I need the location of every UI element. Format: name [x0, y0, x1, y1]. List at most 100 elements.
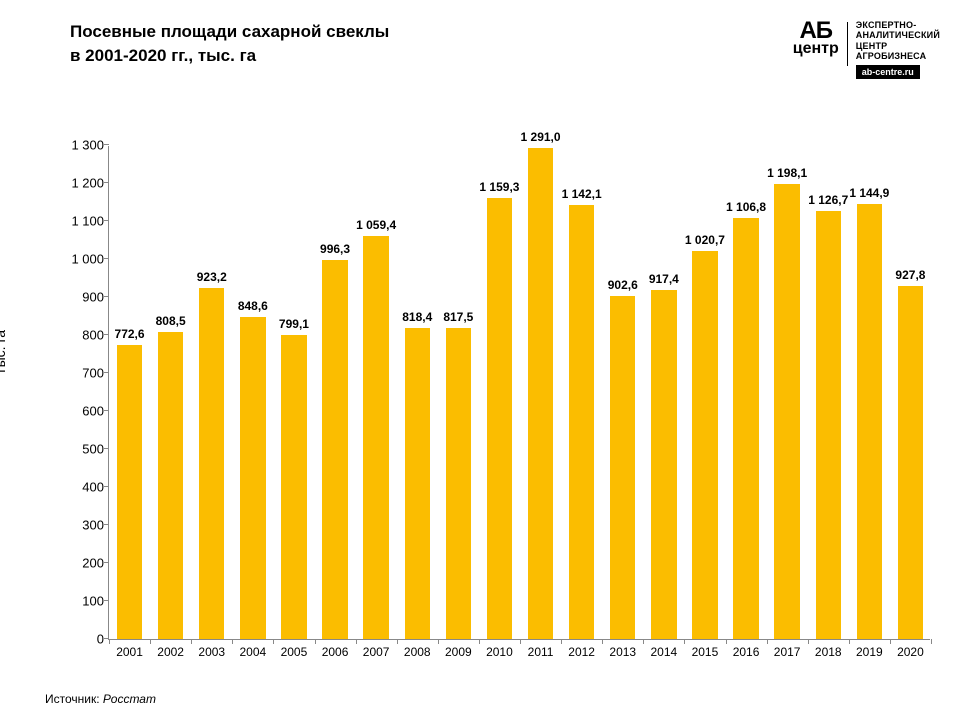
y-tick-label: 900 — [59, 290, 104, 305]
y-tick-mark — [104, 220, 109, 221]
y-tick-mark — [104, 448, 109, 449]
bar-value-label: 848,6 — [238, 299, 268, 313]
bar-value-label: 799,1 — [279, 317, 309, 331]
bar-value-label: 996,3 — [320, 242, 350, 256]
logo-ab-top: АБ — [793, 20, 839, 42]
x-tick-mark — [849, 639, 850, 644]
x-tick-label: 2016 — [733, 645, 760, 659]
bar-value-label: 927,8 — [895, 268, 925, 282]
x-tick-label: 2004 — [239, 645, 266, 659]
x-tick-mark — [397, 639, 398, 644]
x-tick-mark — [808, 639, 809, 644]
bar-value-label: 1 142,1 — [562, 187, 602, 201]
y-tick-mark — [104, 334, 109, 335]
logo-ab-bottom: центр — [793, 42, 839, 56]
x-tick-label: 2007 — [363, 645, 390, 659]
x-tick-mark — [438, 639, 439, 644]
x-tick-mark — [520, 639, 521, 644]
header: Посевные площади сахарной свеклы в 2001-… — [70, 20, 940, 80]
y-tick-label: 800 — [59, 328, 104, 343]
x-tick-label: 2006 — [322, 645, 349, 659]
bar — [651, 290, 676, 639]
x-tick-label: 2012 — [568, 645, 595, 659]
x-tick-mark — [602, 639, 603, 644]
bar — [898, 286, 923, 639]
bar-value-label: 772,6 — [115, 327, 145, 341]
y-tick-label: 1 000 — [59, 252, 104, 267]
bar-value-label: 817,5 — [443, 310, 473, 324]
logo-divider — [847, 22, 848, 66]
bar — [816, 211, 841, 639]
x-tick-label: 2020 — [897, 645, 924, 659]
bar-value-label: 818,4 — [402, 310, 432, 324]
bar — [774, 184, 799, 639]
y-tick-mark — [104, 410, 109, 411]
bar-value-label: 1 144,9 — [849, 186, 889, 200]
y-tick-label: 700 — [59, 366, 104, 381]
x-tick-mark — [767, 639, 768, 644]
bar — [528, 148, 553, 639]
x-tick-mark — [931, 639, 932, 644]
y-tick-mark — [104, 600, 109, 601]
bar-value-label: 808,5 — [156, 314, 186, 328]
title-line-1: Посевные площади сахарной свеклы — [70, 20, 389, 44]
x-tick-mark — [356, 639, 357, 644]
x-tick-mark — [684, 639, 685, 644]
bar — [322, 260, 347, 639]
x-tick-mark — [232, 639, 233, 644]
bar-value-label: 1 020,7 — [685, 233, 725, 247]
x-tick-label: 2017 — [774, 645, 801, 659]
x-tick-mark — [315, 639, 316, 644]
x-tick-label: 2002 — [157, 645, 184, 659]
y-axis-label: Тыс. га — [0, 330, 8, 375]
x-tick-label: 2008 — [404, 645, 431, 659]
x-tick-label: 2005 — [281, 645, 308, 659]
x-tick-label: 2014 — [650, 645, 677, 659]
bar — [240, 317, 265, 639]
y-tick-mark — [104, 524, 109, 525]
x-tick-mark — [191, 639, 192, 644]
y-tick-mark — [104, 258, 109, 259]
y-tick-label: 1 200 — [59, 176, 104, 191]
y-tick-label: 1 300 — [59, 138, 104, 153]
x-tick-label: 2001 — [116, 645, 143, 659]
bar — [857, 204, 882, 639]
x-tick-label: 2015 — [692, 645, 719, 659]
bar-value-label: 1 291,0 — [521, 130, 561, 144]
bar — [405, 328, 430, 639]
bar-value-label: 902,6 — [608, 278, 638, 292]
y-tick-label: 200 — [59, 556, 104, 571]
y-tick-mark — [104, 486, 109, 487]
title-line-2: в 2001-2020 гг., тыс. га — [70, 44, 389, 68]
x-tick-mark — [890, 639, 891, 644]
plot-area: 01002003004005006007008009001 0001 1001 … — [108, 146, 930, 640]
bar-value-label: 1 198,1 — [767, 166, 807, 180]
x-tick-mark — [273, 639, 274, 644]
bar — [569, 205, 594, 639]
x-tick-mark — [479, 639, 480, 644]
x-tick-label: 2018 — [815, 645, 842, 659]
logo-tagline: ЭКСПЕРТНО- АНАЛИТИЧЕСКИЙ ЦЕНТР АГРОБИЗНЕ… — [856, 20, 940, 61]
y-tick-mark — [104, 144, 109, 145]
x-tick-label: 2003 — [198, 645, 225, 659]
bar — [610, 296, 635, 639]
logo-right: ЭКСПЕРТНО- АНАЛИТИЧЕСКИЙ ЦЕНТР АГРОБИЗНЕ… — [856, 20, 940, 80]
bar-value-label: 1 106,8 — [726, 200, 766, 214]
bar — [199, 288, 224, 639]
y-tick-label: 1 100 — [59, 214, 104, 229]
bar — [158, 332, 183, 639]
x-tick-mark — [643, 639, 644, 644]
logo-url: ab-centre.ru — [856, 65, 920, 79]
logo: АБ центр ЭКСПЕРТНО- АНАЛИТИЧЕСКИЙ ЦЕНТР … — [793, 20, 940, 80]
x-tick-mark — [109, 639, 110, 644]
y-tick-label: 400 — [59, 480, 104, 495]
chart: Тыс. га 01002003004005006007008009001 00… — [40, 110, 940, 670]
x-tick-mark — [561, 639, 562, 644]
bar — [692, 251, 717, 639]
bar-value-label: 1 059,4 — [356, 218, 396, 232]
x-tick-label: 2019 — [856, 645, 883, 659]
y-tick-mark — [104, 562, 109, 563]
x-tick-label: 2011 — [528, 645, 554, 659]
bar — [281, 335, 306, 639]
bar — [363, 236, 388, 639]
